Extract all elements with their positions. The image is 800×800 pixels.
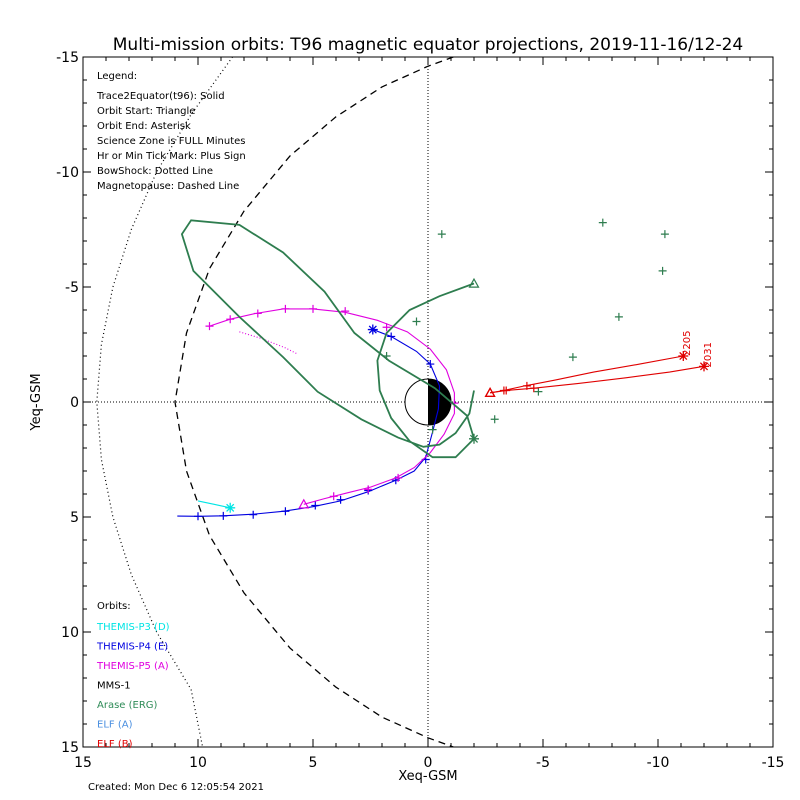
orbit-6-end-marker <box>699 361 709 372</box>
orbit-6-start-marker <box>484 387 496 397</box>
orbit-4-tick-mark-5 <box>658 266 667 275</box>
x-tick-label-0: 15 <box>74 755 92 771</box>
orbit-3-line <box>239 331 298 355</box>
orbit-2-tick-mark-0 <box>329 492 338 501</box>
orbit-4-tick-mark-4 <box>660 230 669 239</box>
orbit-1-tick-mark-0 <box>387 332 396 341</box>
orbit-4-tick-mark-1 <box>382 352 391 360</box>
orbit-0-end-marker <box>225 502 236 513</box>
orbit-4-tick-mark-10 <box>428 425 437 434</box>
orbit-1-tick-mark-1 <box>426 360 435 369</box>
x-tick-label-4: -5 <box>536 755 550 771</box>
orbit-2-tick-mark-1 <box>364 485 373 494</box>
chart-title: Multi-mission orbits: T96 magnetic equat… <box>113 35 744 55</box>
annotation-label-1: 2031 <box>703 342 714 367</box>
orbit-2-tick-mark-9 <box>226 315 235 324</box>
orbit-1-tick-mark-5 <box>336 495 345 504</box>
orbit-1-tick-mark-6 <box>311 501 320 510</box>
orbit-1-tick-mark-7 <box>281 507 290 516</box>
orbit-4-line <box>180 219 476 459</box>
legend-line-5: BowShock: Dotted Line <box>97 166 213 177</box>
y-tick-label-3: 0 <box>70 395 79 411</box>
orbit-5-end-marker <box>678 351 689 361</box>
x-tick-label-5: -10 <box>647 755 670 771</box>
orbit-4-tick-mark-3 <box>598 218 607 227</box>
created-timestamp: Created: Mon Dec 6 12:05:54 2021 <box>88 782 264 793</box>
orbit-label-3: MMS-1 <box>97 681 131 692</box>
x-axis: 15 10 5 0 -5 -10 -15 <box>74 57 784 771</box>
legend: Legend: Trace2Equator(t96): Solid Orbit S… <box>96 71 246 192</box>
orbit-4-tick-mark-7 <box>568 353 577 362</box>
orbit-2-tick-mark-7 <box>281 304 290 313</box>
legend-line-6: Magnetopause: Dashed Line <box>97 181 239 192</box>
orbit-4-tick-mark-2 <box>437 230 446 239</box>
orbit-label-5: ELF (A) <box>97 720 133 731</box>
orbit-2-tick-mark-5 <box>341 307 350 316</box>
y-tick-label-5: 10 <box>61 625 79 641</box>
magnetopause-line <box>174 57 454 747</box>
orbit-4-start-marker <box>468 277 480 288</box>
orbit-1-tick-mark-9 <box>219 511 228 520</box>
orbit-4-tick-mark-9 <box>490 415 499 424</box>
orbit-2-tick-mark-8 <box>253 309 262 318</box>
legend-title: Legend: <box>97 71 137 82</box>
y-tick-label-4: 5 <box>70 510 79 526</box>
legend-line-0: Trace2Equator(t96): Solid <box>96 91 225 102</box>
y-axis: -15 -10 -5 0 5 10 15 <box>56 50 773 756</box>
plot-area <box>83 57 773 747</box>
orbit-6-tick-mark-1 <box>529 384 538 393</box>
orbit-2-tick-mark-4 <box>382 323 391 332</box>
y-tick-label-0: -15 <box>56 50 79 66</box>
x-tick-label-6: -15 <box>762 755 785 771</box>
earth-night-side <box>428 379 451 425</box>
orbit-legend: Orbits: THEMIS-P3 (D) THEMIS-P4 (E) THEMIS… <box>96 601 170 750</box>
orbit-1-end-marker <box>367 324 378 335</box>
plot-content <box>83 57 773 747</box>
orbit-6-tick-mark-0 <box>502 386 511 395</box>
orbit-2-tick-mark-6 <box>309 304 317 313</box>
legend-line-1: Orbit Start: Triangle <box>97 106 195 117</box>
bowshock-line <box>96 57 233 747</box>
orbit-4-end-marker <box>469 433 479 444</box>
orbit-0-line <box>197 500 231 509</box>
legend-line-3: Science Zone is FULL Minutes <box>97 136 246 147</box>
orbit-label-0: THEMIS-P3 (D) <box>96 622 170 633</box>
orbit-legend-title: Orbits: <box>97 601 131 612</box>
x-tick-label-2: 5 <box>309 755 318 771</box>
orbit-1-tick-mark-10 <box>194 512 202 521</box>
orbit-2-tick-mark-2 <box>394 473 403 482</box>
legend-line-2: Orbit End: Asterisk <box>97 121 191 132</box>
orbit-4-tick-mark-0 <box>412 317 421 326</box>
x-tick-label-1: 10 <box>189 755 207 771</box>
orbit-label-2: THEMIS-P5 (A) <box>96 661 169 672</box>
orbit-1-tick-mark-8 <box>249 510 258 519</box>
orbit-2-start-marker <box>298 498 310 509</box>
orbit-4-tick-mark-6 <box>614 312 623 321</box>
y-tick-label-2: -5 <box>65 280 79 296</box>
x-axis-label: Xeq-GSM <box>398 769 457 784</box>
annotation-label-0: 2205 <box>682 331 693 356</box>
orbit-label-6: ELF (B) <box>97 739 133 750</box>
y-tick-label-6: 15 <box>61 740 79 756</box>
orbit-label-4: Arase (ERG) <box>97 700 158 711</box>
y-axis-label: Yeq-GSM <box>29 373 44 431</box>
y-tick-label-1: -10 <box>56 165 79 181</box>
orbit-4-tick-mark-8 <box>534 387 543 396</box>
orbit-label-1: THEMIS-P4 (E) <box>96 642 168 653</box>
x-tick-label-3: 0 <box>424 755 433 771</box>
annotations: 2205 2031 <box>682 331 714 368</box>
orbit-1-line <box>177 328 441 517</box>
orbit-2-tick-mark-10 <box>205 322 214 331</box>
legend-line-4: Hr or Min Tick Mark: Plus Sign <box>97 151 246 162</box>
